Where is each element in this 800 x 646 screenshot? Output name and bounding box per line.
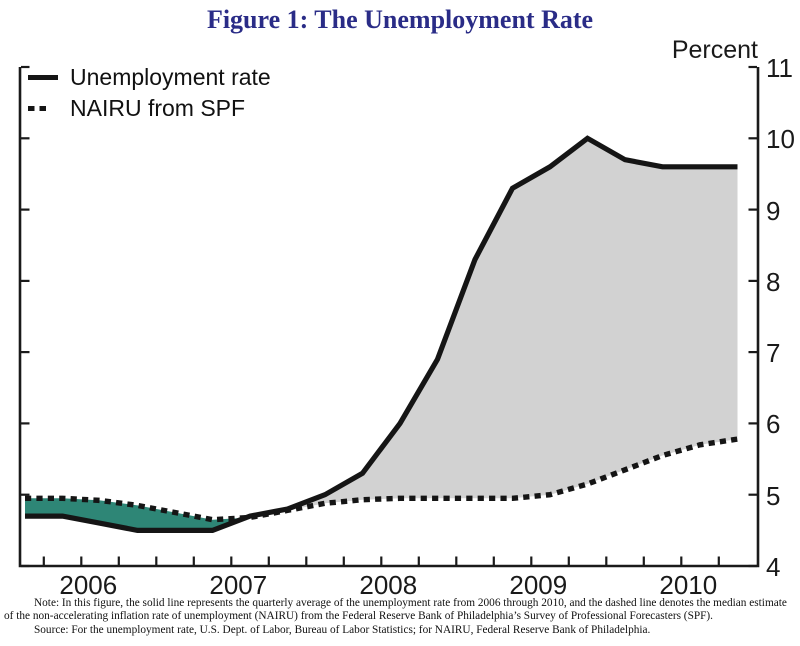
legend-label-unemployment-rate: Unemployment rate: [70, 64, 271, 90]
axis-frame: [18, 67, 760, 568]
legend-label-nairu: NAIRU from SPF: [70, 95, 246, 121]
x-axis-year-label: 2010: [659, 570, 718, 600]
y-axis-tick-label: 5: [766, 480, 781, 511]
y-axis-tick-label: 7: [766, 338, 781, 369]
figure-title: Figure 1: The Unemployment Rate: [206, 5, 594, 34]
dashed-line-swatch-icon: [28, 105, 46, 112]
x-axis-year-label: 2007: [209, 570, 268, 600]
y-axis-unit-label: Percent: [671, 36, 758, 64]
y-axis-tick-label: 8: [766, 266, 781, 297]
solid-line-swatch-icon: [28, 74, 58, 81]
figure-footnote: Note: In this figure, the solid line rep…: [4, 597, 796, 637]
y-axis-tick-label: 10: [766, 124, 795, 155]
nairu-line: [25, 436, 738, 523]
above-nairu-fill: [245, 138, 738, 518]
y-axis-tick-label: 4: [766, 552, 781, 582]
y-axis-tick-label: 11: [766, 53, 793, 83]
x-axis-year-label: 2009: [509, 570, 568, 600]
unemployment-line: [25, 135, 738, 534]
note-text: Note: In this figure, the solid line rep…: [4, 597, 787, 623]
below-nairu-fill: [25, 498, 246, 531]
legend-item-nairu: NAIRU from SPF: [28, 93, 271, 124]
y-axis-tick-label: 9: [766, 195, 781, 226]
x-axis-year-label: 2008: [359, 570, 418, 600]
y-axis-tick-label: 6: [766, 409, 781, 440]
x-axis-year-label: 2006: [59, 570, 118, 600]
legend-item-unemployment-rate: Unemployment rate: [28, 62, 271, 93]
source-text: Source: For the unemployment rate, U.S. …: [34, 623, 651, 636]
chart-legend: Unemployment rate NAIRU from SPF: [28, 62, 271, 124]
